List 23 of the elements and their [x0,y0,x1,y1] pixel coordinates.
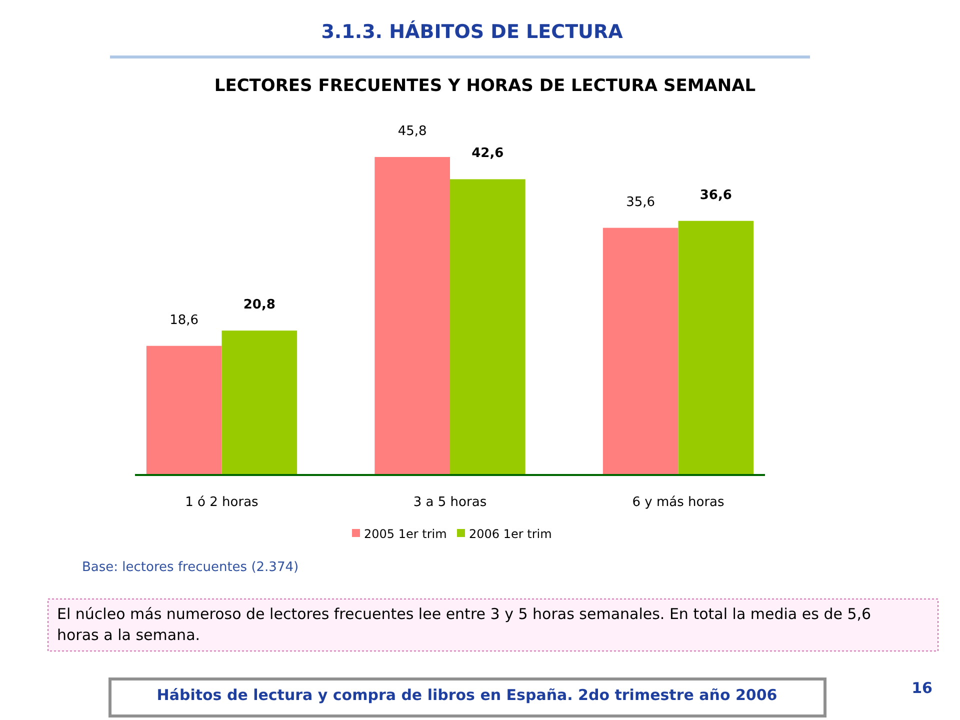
text: Hábitos de lectura y compra de libros en España. 2do trimestre año 2006 [156,686,778,704]
chart-subtitle: LECTORES FRECUENTES Y HORAS DE LECTURA SEMANAL [214,76,756,96]
legend-label: 2005 1er trim [364,527,447,541]
data-label: 45,8 [398,124,427,139]
x-tick-label: 1 ó 2 horas [185,495,259,510]
data-label: 42,6 [472,146,504,162]
bar [678,220,754,475]
bar [450,179,526,475]
data-label: 35,6 [626,194,656,210]
data-label: 20,8 [243,298,276,313]
bar [374,157,450,475]
text: El núcleo más numeroso de lectores frecuentes lee entre 3 y 5 horas semanales. En total la media es de 5,6 horas a la semana. [57,605,872,644]
bar [602,228,678,475]
bar [146,346,222,475]
legend-label: 2006 1er trim [469,527,552,541]
text: Base: lectores frecuentes (2.374) [82,560,299,575]
bar [222,330,298,475]
x-tick-label: 3 a 5 horas [413,495,487,510]
x-tick-label: 6 y más horas [632,495,725,510]
data-label: 36,6 [700,188,732,203]
data-label: 18,6 [170,312,199,328]
chart-title: 3.1.3. HÁBITOS DE LECTURA [321,20,624,43]
text: 16 [912,679,932,697]
